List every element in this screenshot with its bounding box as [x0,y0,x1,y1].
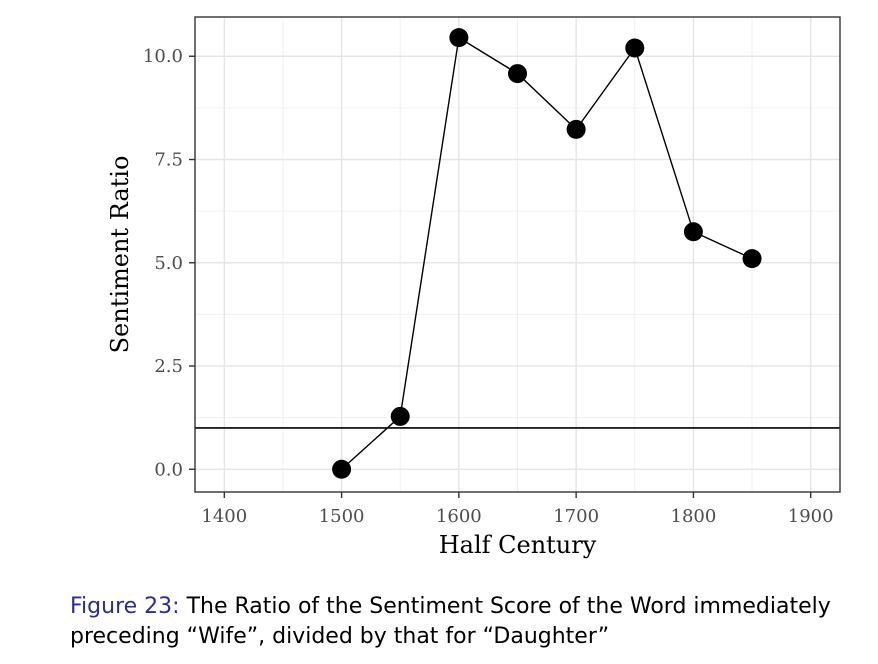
y-tick-label: 0.0 [154,459,183,480]
chart: 1400 1500 1600 1700 1800 1900 0.0 2.5 5.0 7.5 10.… [106,16,841,559]
x-tick-label: 1500 [319,506,365,527]
major-gridlines [195,17,840,492]
data-point [566,119,586,139]
y-axis-title: Sentiment Ratio [106,156,134,354]
x-tick-label: 1400 [201,506,247,527]
figure-label: Figure 23: [70,594,180,619]
y-tick-labels: 0.0 2.5 5.0 7.5 10.0 [143,46,183,480]
axis-ticks [189,55,812,498]
x-tick-label: 1800 [671,506,717,527]
data-point [508,64,527,84]
data-point [683,222,703,242]
x-tick-labels: 1400 1500 1600 1700 1800 1900 [201,506,833,527]
x-tick-label: 1700 [553,506,599,527]
data-point [332,459,352,479]
y-tick-label: 7.5 [154,150,183,171]
data-point [449,28,469,48]
data-point [742,249,762,269]
y-tick-label: 5.0 [154,253,183,274]
figure-caption: Figure 23: The Ratio of the Sentiment Sc… [70,592,870,652]
series-line [341,36,753,470]
panel-border [194,16,841,493]
caption-text: The Ratio of the Sentiment Score of the … [70,594,831,649]
y-tick-label: 10.0 [143,46,183,67]
data-point [625,38,645,58]
x-tick-label: 1600 [436,506,482,527]
x-tick-label: 1900 [788,506,834,527]
data-point [390,406,410,426]
data-points [332,28,762,479]
y-tick-label: 2.5 [154,356,183,377]
x-axis-title: Half Century [439,531,597,559]
